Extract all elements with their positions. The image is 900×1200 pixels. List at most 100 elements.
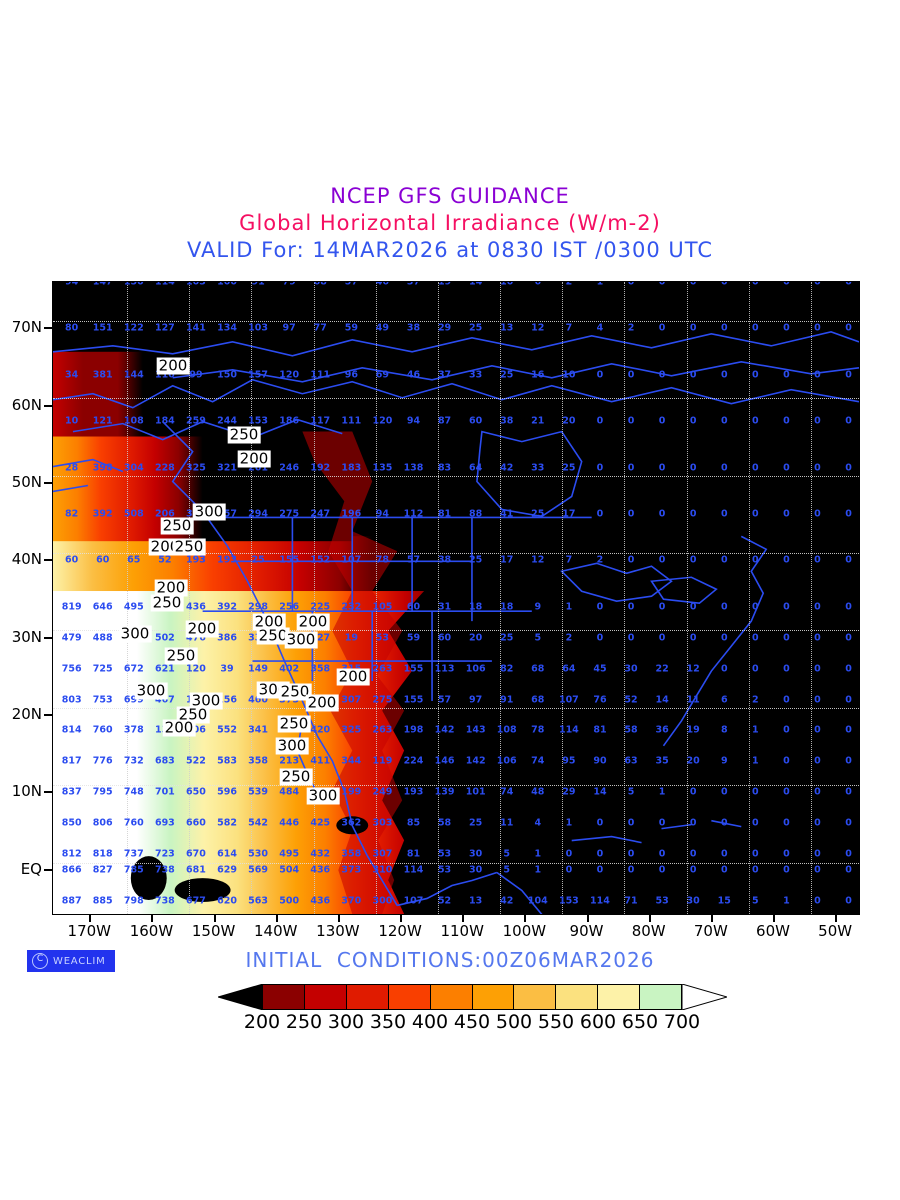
grid-value: 97 xyxy=(282,322,296,334)
grid-value: 0 xyxy=(783,632,790,644)
grid-value: 151 xyxy=(92,322,113,334)
grid-value: 80 xyxy=(65,322,79,334)
grid-value: 135 xyxy=(372,462,393,474)
grid-value: 0 xyxy=(720,322,728,334)
x-axis-label: 110W xyxy=(440,922,484,940)
grid-value: 114 xyxy=(154,281,175,288)
grid-value: 199 xyxy=(341,786,362,798)
grid-value: 885 xyxy=(92,895,113,907)
grid-value: 0 xyxy=(752,864,759,876)
grid-value: 0 xyxy=(783,663,790,675)
grid-value: 0 xyxy=(783,601,790,613)
grid-value: 344 xyxy=(341,755,362,767)
grid-value: 25 xyxy=(251,554,265,566)
grid-value: 0 xyxy=(689,817,697,829)
grid-value: 149 xyxy=(248,663,269,675)
grid-value: 0 xyxy=(658,508,666,520)
colorbar-segment xyxy=(472,985,515,1009)
x-axis-tick xyxy=(648,915,651,922)
grid-value: 386 xyxy=(217,632,237,644)
grid-value: 120 xyxy=(372,415,393,427)
grid-value: 111 xyxy=(341,415,362,427)
grid-value: 381 xyxy=(92,369,113,381)
grid-value: 20 xyxy=(469,632,483,644)
grid-value: 0 xyxy=(783,848,790,860)
grid-value: 0 xyxy=(689,554,697,566)
grid-value: 120 xyxy=(279,369,300,381)
x-axis-tick xyxy=(400,915,403,922)
grid-value: 0 xyxy=(689,786,697,798)
colorbar-segment xyxy=(304,985,347,1009)
grid-value: 53 xyxy=(437,864,452,876)
grid-value: 620 xyxy=(217,895,237,907)
colorbar-tick: 700 xyxy=(663,1011,701,1033)
grid-value: 94 xyxy=(375,508,390,520)
colorbar-tick: 350 xyxy=(369,1011,407,1033)
x-axis-tick xyxy=(462,915,465,922)
grid-value: 701 xyxy=(154,786,175,798)
colorbar-segment xyxy=(346,985,389,1009)
y-axis-label: 20N xyxy=(11,704,42,723)
colorbar[interactable]: 200 250 300 350 400 450 500 550 600 650 700 xyxy=(218,984,727,1034)
grid-value: 259 xyxy=(186,415,206,427)
grid-value: 108 xyxy=(123,415,144,427)
grid-value: 0 xyxy=(596,632,604,644)
title-line-2: Global Horizontal Irradiance (W/m-2) xyxy=(239,211,661,235)
grid-value: 6 xyxy=(720,694,728,705)
contour-label: 200 xyxy=(162,718,196,737)
colorbar-tick: 200 xyxy=(243,1011,281,1033)
contour-label: 250 xyxy=(278,682,312,701)
grid-value: 183 xyxy=(341,462,362,474)
grid-value: 29 xyxy=(562,786,576,798)
grid-value: 467 xyxy=(154,694,175,705)
y-axis-label: 70N xyxy=(11,318,42,337)
contour-label: 200 xyxy=(156,356,190,375)
grid-value: 0 xyxy=(845,462,852,474)
grid-value: 0 xyxy=(783,786,790,798)
grid-value: 1 xyxy=(658,786,666,798)
grid-value: 0 xyxy=(627,601,635,613)
grid-value: 156 xyxy=(217,694,237,705)
grid-value: 82 xyxy=(500,663,514,675)
grid-value: 41 xyxy=(500,508,514,520)
grid-value: 30 xyxy=(624,663,638,675)
grid-value: 488 xyxy=(92,632,113,644)
grid-value: 681 xyxy=(186,864,206,876)
grid-value: 85 xyxy=(406,817,421,829)
grid-value: 0 xyxy=(720,817,728,829)
grid-value: 0 xyxy=(783,281,790,288)
grid-value: 107 xyxy=(403,895,424,907)
grid-value: 0 xyxy=(845,601,852,613)
grid-value: 1 xyxy=(565,817,573,829)
grid-value: 307 xyxy=(372,848,393,860)
grid-value: 49 xyxy=(375,322,390,334)
grid-value: 0 xyxy=(627,508,635,520)
grid-value: 0 xyxy=(814,369,821,381)
weaclim-logo[interactable]: C WEACLIM xyxy=(27,950,115,972)
grid-value: 142 xyxy=(434,724,455,736)
grid-value: 362 xyxy=(341,817,362,829)
grid-value: 0 xyxy=(720,632,728,644)
grid-value: 117 xyxy=(310,415,331,427)
grid-value: 0 xyxy=(658,322,666,334)
grid-value: 817 xyxy=(61,755,82,767)
grid-value: 0 xyxy=(783,755,790,767)
grid-value: 17 xyxy=(500,554,514,566)
colorbar-segment xyxy=(598,985,641,1009)
grid-value: 814 xyxy=(61,724,82,736)
grid-value: 502 xyxy=(154,632,175,644)
grid-value: 68 xyxy=(531,694,545,705)
contour-label: 250 xyxy=(279,767,313,786)
map-panel[interactable]: 94 147 150 114 103 100 91 79 68 57 46 37 19 14 10 6 2 1 0 0… xyxy=(52,281,860,915)
colorbar-segment xyxy=(430,985,473,1009)
grid-value: 693 xyxy=(154,817,175,829)
grid-value: 213 xyxy=(279,755,300,767)
grid-value: 65 xyxy=(127,554,141,566)
grid-value: 59 xyxy=(344,322,358,334)
grid-value: 152 xyxy=(310,554,331,566)
grid-value: 12 xyxy=(531,554,545,566)
grid-value: 99 xyxy=(189,369,203,381)
grid-value: 9 xyxy=(720,755,728,767)
grid-value: 530 xyxy=(248,848,269,860)
grid-value: 776 xyxy=(92,755,113,767)
